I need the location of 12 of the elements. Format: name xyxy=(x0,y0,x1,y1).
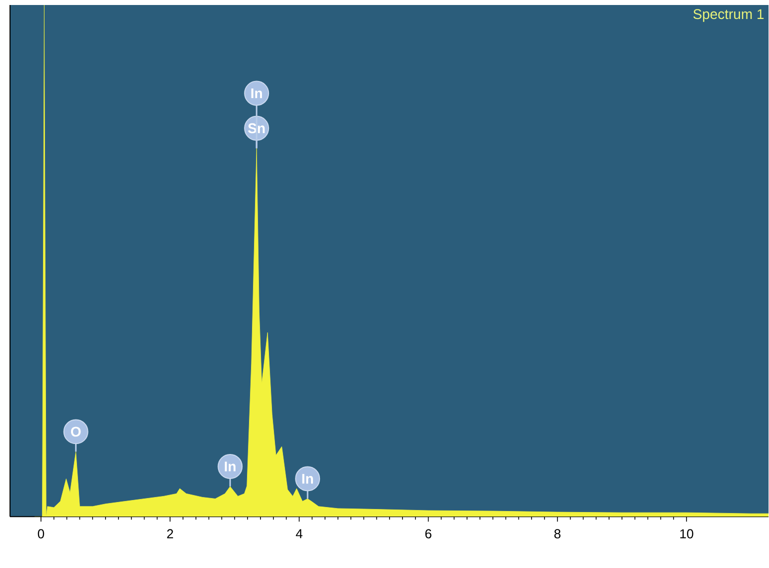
x-tick-label: 2 xyxy=(167,529,174,538)
x-tick-label: 8 xyxy=(554,529,560,539)
x-tick-label: 0 xyxy=(38,529,44,539)
annotation: In xyxy=(302,474,313,484)
chart-title: Spectrum 1 xyxy=(693,9,764,22)
x-tick-label: 4 xyxy=(296,529,302,538)
x-tick-label: 10 xyxy=(680,529,694,539)
annotation: Sn xyxy=(248,123,265,134)
annotation: In xyxy=(251,88,262,98)
x-tick-label: 6 xyxy=(425,529,432,539)
annotation: In xyxy=(224,462,236,472)
annotation: O xyxy=(70,426,81,437)
